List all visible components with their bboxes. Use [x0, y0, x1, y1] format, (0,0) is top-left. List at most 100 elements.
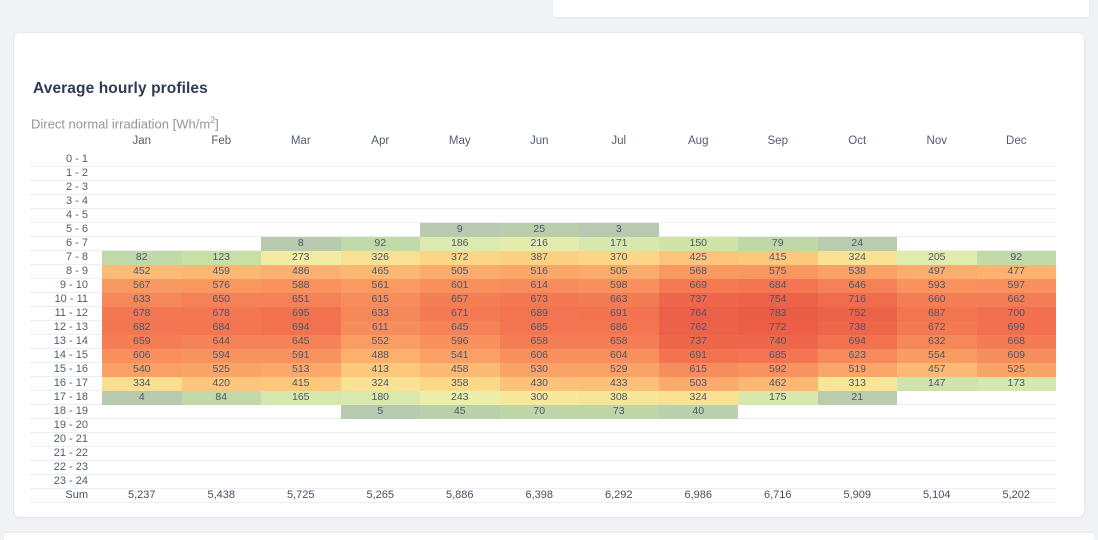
table-row: 16 - 17 334 420 415 324 358 430 433 503 462 313 147…: [30, 376, 1056, 391]
hour-row-label: 23 - 24: [30, 474, 102, 489]
sum-row-label: Sum: [30, 488, 102, 503]
heatmap-cell: [976, 404, 1056, 419]
hour-row-label: 20 - 21: [30, 432, 102, 447]
month-header: May: [448, 135, 471, 147]
month-header: Jun: [529, 135, 549, 147]
heatmap-cell: [658, 446, 738, 461]
heatmap-cell: [658, 194, 738, 209]
heatmap-cell: 609: [976, 348, 1056, 363]
heatmap-cell: [579, 446, 659, 461]
heatmap-cell: [658, 153, 738, 167]
heatmap-cell: 762: [658, 320, 738, 335]
heatmap-cell: 687: [897, 306, 977, 321]
table-row: 18 - 19 5 45 70 73 40: [30, 404, 1056, 419]
heatmap-cell: [261, 460, 341, 475]
heatmap-cell: 738: [817, 320, 897, 335]
heatmap-cell: [261, 432, 341, 447]
heatmap-cell: [817, 153, 897, 167]
heatmap-cell: [976, 446, 1056, 461]
heatmap-cell: 764: [658, 306, 738, 321]
hour-row-label: 22 - 23: [30, 460, 102, 475]
heatmap-cell: [658, 432, 738, 447]
month-header: Jul: [611, 135, 627, 147]
heatmap-cell: [976, 222, 1056, 237]
heatmap-cell: 695: [261, 306, 341, 321]
heatmap-cell: [579, 418, 659, 433]
heatmap-cell: [658, 474, 738, 489]
heatmap-cell: [181, 194, 261, 209]
heatmap-cell: [976, 194, 1056, 209]
heatmap-cell: 73: [579, 404, 659, 419]
heatmap-cell: [738, 446, 818, 461]
table-row: 17 - 18 4 84 165 180 243 300 308 324 175 21: [30, 390, 1056, 405]
heatmap-cell: [261, 418, 341, 433]
heatmap-cell: [658, 180, 738, 195]
heatmap-cell: 645: [420, 320, 500, 335]
heatmap-cell: [340, 153, 420, 167]
heatmap-cell: [340, 208, 420, 223]
heatmap-cell: [181, 236, 261, 251]
heatmap-cell: [181, 460, 261, 475]
table-row: 1 - 2: [30, 166, 1056, 181]
heatmap-cell: [102, 474, 182, 489]
heatmap-cell: [261, 222, 341, 237]
hour-row-label: 1 - 2: [30, 166, 102, 181]
heatmap-cell: [897, 432, 977, 447]
heatmap-cell: 689: [499, 306, 579, 321]
heatmap-cell: 82: [102, 250, 182, 265]
heatmap-cell: 415: [738, 250, 818, 265]
heatmap-cell: [817, 460, 897, 475]
heatmap-cell: [420, 153, 500, 167]
subtitle-bracket: ]: [215, 116, 219, 132]
heatmap-cell: 165: [261, 390, 341, 405]
table-row: 15 - 16 540 525 513 413 458 530 529 615 592 519 457…: [30, 362, 1056, 377]
heatmap-cell: 420: [181, 376, 261, 391]
heatmap-cell: 633: [102, 292, 182, 307]
heatmap-cell: 324: [340, 376, 420, 391]
month-header: Sep: [767, 135, 788, 147]
heatmap-cell: 92: [976, 250, 1056, 265]
hour-row-label: 19 - 20: [30, 418, 102, 433]
heatmap-cell: 180: [340, 390, 420, 405]
heatmap-cell: 554: [897, 348, 977, 363]
heatmap-cell: [897, 180, 977, 195]
heatmap-cell: [102, 236, 182, 251]
heatmap-cell: 525: [181, 362, 261, 377]
heatmap-cell: [738, 460, 818, 475]
hour-row-label: 6 - 7: [30, 236, 102, 251]
heatmap-cell: [658, 166, 738, 181]
heatmap-cell: 592: [738, 362, 818, 377]
heatmap-cell: 669: [658, 278, 738, 293]
heatmap-cell: 686: [579, 320, 659, 335]
heatmap-cell: [738, 180, 818, 195]
heatmap-cell: 672: [897, 320, 977, 335]
heatmap-cell: 25: [499, 222, 579, 237]
heatmap-cell: [420, 166, 500, 181]
table-row: 0 - 1: [30, 153, 1056, 167]
hour-row-label: 2 - 3: [30, 180, 102, 195]
heatmap-header-row: Jan Feb Mar Apr May Jun Jul Aug Sep Oct Nov Dec: [30, 134, 1056, 153]
heatmap-cell: [976, 460, 1056, 475]
hour-row-label: 4 - 5: [30, 208, 102, 223]
heatmap-cell: [579, 474, 659, 489]
heatmap-cell: 334: [102, 376, 182, 391]
table-row: 19 - 20: [30, 418, 1056, 433]
heatmap-cell: 663: [579, 292, 659, 307]
table-row: 9 - 10 567 576 588 561 601 614 598 669 684 646 593 5…: [30, 278, 1056, 293]
heatmap-cell: [817, 208, 897, 223]
heatmap-cell: 671: [420, 306, 500, 321]
heatmap-cell: [420, 460, 500, 475]
table-row: 13 - 14 659 644 645 552 596 658 658 737 740 694 632…: [30, 334, 1056, 349]
month-header: Feb: [211, 135, 232, 147]
heatmap-cell: 644: [181, 334, 261, 349]
heatmap-cell: [181, 446, 261, 461]
heatmap-cell: 175: [738, 390, 818, 405]
month-header: Dec: [1006, 135, 1027, 147]
heatmap-cell: 171: [579, 236, 659, 251]
sum-cell: 5,909: [817, 488, 897, 503]
heatmap-cell: 694: [817, 334, 897, 349]
heatmap-cell: 505: [420, 264, 500, 279]
month-header: Oct: [848, 135, 867, 147]
heatmap-cell: [261, 446, 341, 461]
heatmap-cell: [420, 208, 500, 223]
